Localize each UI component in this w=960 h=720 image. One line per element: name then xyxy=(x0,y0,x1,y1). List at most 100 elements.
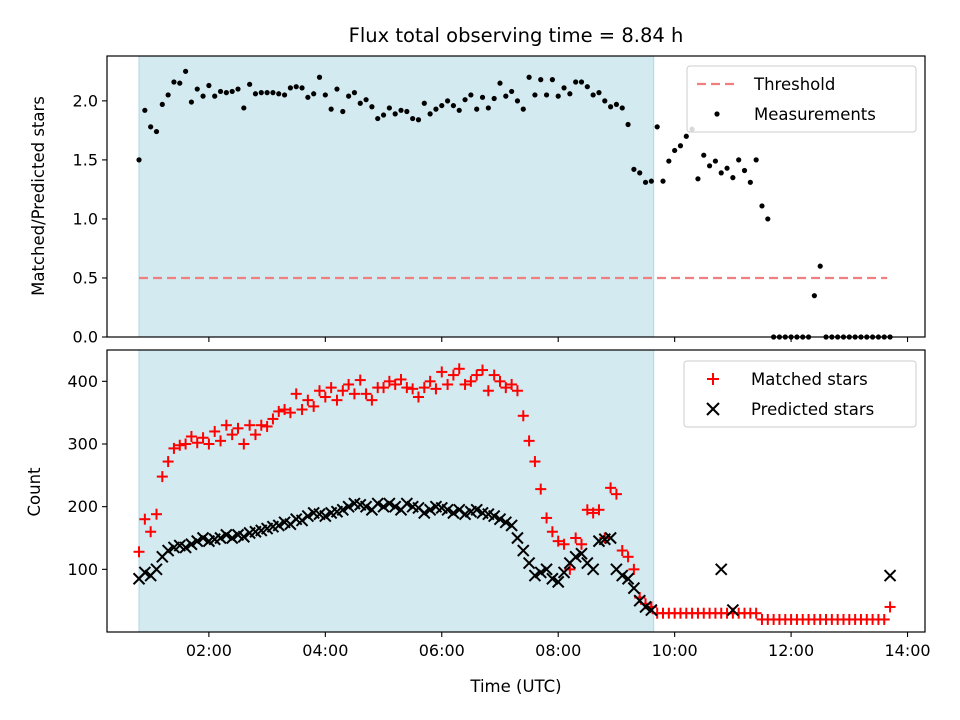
measurement-point xyxy=(159,101,165,108)
matched-point xyxy=(273,405,285,417)
matched-point xyxy=(570,532,582,544)
matched-point xyxy=(249,429,261,441)
measurement-point xyxy=(386,105,392,111)
matched-point xyxy=(267,413,279,425)
predicted-point xyxy=(237,530,251,543)
chart-title: Flux total observing time = 8.84 h xyxy=(349,24,684,47)
matched-point xyxy=(238,438,250,450)
predicted-point xyxy=(569,550,582,564)
measurement-point xyxy=(462,97,468,103)
measurement-point xyxy=(194,86,200,92)
matched-point xyxy=(529,456,541,468)
measurement-point xyxy=(182,68,189,74)
measurement-point xyxy=(596,90,602,96)
matched-point xyxy=(552,535,564,547)
predicted-point xyxy=(225,531,239,545)
measurement-point xyxy=(753,157,759,163)
matched-point xyxy=(343,378,355,390)
matched-point xyxy=(308,400,320,412)
measurement-point xyxy=(363,97,369,103)
matched-point xyxy=(605,482,617,494)
measurement-point xyxy=(305,94,311,100)
matched-point xyxy=(459,378,471,390)
legend-predicted-label: Predicted stars xyxy=(751,400,874,419)
y-tick-label: 1.5 xyxy=(73,150,98,169)
measurement-point xyxy=(724,165,730,171)
measurement-point xyxy=(247,81,253,87)
matched-point xyxy=(337,385,349,397)
matched-point xyxy=(453,363,465,375)
matched-point xyxy=(284,407,296,419)
y-tick-label: 0.0 xyxy=(73,328,98,347)
predicted-point xyxy=(511,531,524,545)
matched-point xyxy=(325,382,337,394)
measurement-point xyxy=(153,128,160,135)
y-tick-label: 1.0 xyxy=(73,209,98,228)
matched-point xyxy=(465,375,477,387)
matched-point xyxy=(575,538,587,550)
bottom-legend-box xyxy=(683,360,917,428)
predicted-point xyxy=(179,541,192,554)
y-tick-label: 2.0 xyxy=(73,91,98,110)
measurement-point xyxy=(311,91,317,97)
matched-point xyxy=(535,483,547,495)
measurement-point xyxy=(212,93,218,99)
measurement-point xyxy=(602,98,608,104)
matched-point xyxy=(244,419,256,431)
matched-point xyxy=(279,404,291,416)
predicted-point xyxy=(400,497,414,510)
measurement-point xyxy=(695,176,701,182)
matched-point xyxy=(296,404,308,416)
predicted-point xyxy=(487,509,501,523)
predicted-point xyxy=(883,569,897,582)
top-ylabel: Matched/Predicted stars xyxy=(29,96,48,296)
matched-point xyxy=(354,374,366,386)
measurement-point xyxy=(281,92,288,98)
matched-point xyxy=(215,435,227,447)
measurement-point xyxy=(217,88,224,95)
predicted-points xyxy=(132,497,897,617)
predicted-point xyxy=(540,563,553,576)
measurement-point xyxy=(718,170,724,176)
matched-point xyxy=(290,388,302,400)
matched-point xyxy=(610,488,622,500)
predicted-point xyxy=(342,500,355,513)
predicted-point xyxy=(528,569,542,582)
predicted-point xyxy=(336,503,350,517)
measurement-point xyxy=(410,115,416,122)
matched-point xyxy=(209,425,221,437)
matched-point xyxy=(412,391,424,403)
measurement-point xyxy=(660,178,666,184)
predicted-point xyxy=(499,516,513,529)
measurement-point xyxy=(142,107,148,113)
measurement-point xyxy=(357,100,363,106)
bottom-panel: 100 200 300 400 02:00 04:00 06:00 08:00 10:00 12:… xyxy=(25,349,931,696)
predicted-point xyxy=(639,600,652,614)
y-tick-label: 100 xyxy=(67,560,98,579)
measurement-point xyxy=(538,77,544,83)
measurement-point xyxy=(456,107,462,113)
matched-point xyxy=(150,508,162,520)
measurement-point xyxy=(468,92,474,98)
predicted-point xyxy=(546,572,559,585)
matched-point xyxy=(442,378,454,390)
predicted-point xyxy=(301,509,315,523)
bottom-axes-frame xyxy=(106,349,926,633)
measurement-point xyxy=(485,105,491,111)
matched-point xyxy=(395,373,407,385)
measurement-point xyxy=(701,152,707,158)
matched-point xyxy=(482,385,494,397)
measurement-point xyxy=(171,79,177,85)
measurement-point xyxy=(619,105,625,111)
measurement-point xyxy=(741,167,748,174)
matched-point xyxy=(383,375,395,387)
measurement-point xyxy=(287,85,293,91)
measurement-point xyxy=(509,88,515,95)
xlabel: Time (UTC) xyxy=(469,677,561,696)
x-tick-label: 06:00 xyxy=(419,641,465,660)
measurement-point xyxy=(177,80,183,86)
legend-measurements-swatch xyxy=(714,111,720,117)
matched-point xyxy=(750,607,762,619)
predicted-point xyxy=(575,547,588,560)
predicted-point xyxy=(493,512,507,526)
